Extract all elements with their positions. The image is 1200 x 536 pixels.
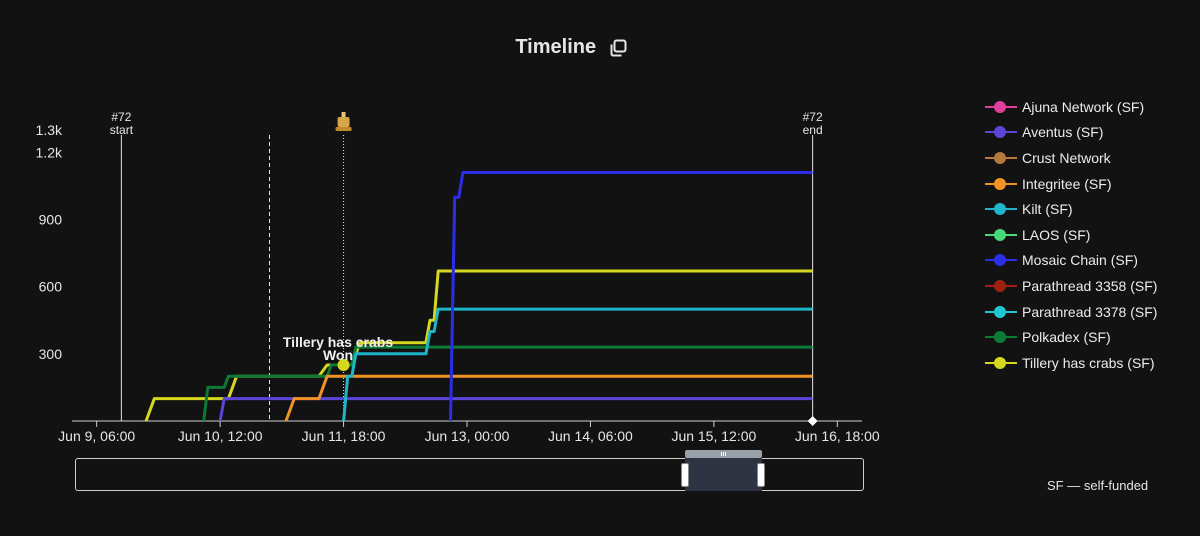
legend-item[interactable]: Tillery has crabs (SF) (985, 350, 1195, 376)
series-line[interactable] (342, 307, 813, 422)
legend-label: Parathread 3358 (SF) (1022, 277, 1158, 294)
legend-marker-icon (985, 150, 1017, 166)
legend-item[interactable]: Ajuna Network (SF) (985, 94, 1195, 120)
legend-marker-icon (985, 252, 1017, 268)
marker-sublabel: end (803, 123, 823, 137)
winner-status: Won (323, 347, 353, 363)
legend-marker-icon (985, 201, 1017, 217)
series-line[interactable] (218, 397, 813, 422)
chart-title: Timeline (0, 36, 1143, 59)
legend-label: Integritee (SF) (1022, 175, 1112, 192)
x-tick-label: Jun 16, 18:00 (795, 428, 880, 444)
y-tick-label: 1.3k (36, 122, 63, 138)
y-tick-label: 1.2k (36, 144, 63, 160)
legend-label: Ajuna Network (SF) (1022, 98, 1145, 115)
legend-item[interactable]: Aventus (SF) (985, 120, 1195, 146)
grip-icon (721, 452, 727, 456)
legend-label: Tillery has crabs (SF) (1022, 354, 1155, 371)
winner-point[interactable] (337, 359, 350, 372)
legend-item[interactable]: Polkadex (SF) (985, 324, 1195, 350)
x-tick-label: Jun 14, 06:00 (548, 428, 633, 444)
legend-marker-icon (985, 124, 1017, 140)
navigator[interactable] (75, 450, 864, 491)
legend-marker-icon (985, 99, 1017, 115)
y-tick-label: 300 (39, 346, 63, 362)
copy-icon[interactable] (608, 38, 628, 58)
legend-marker-icon (985, 227, 1017, 243)
legend-item[interactable]: Parathread 3358 (SF) (985, 273, 1195, 299)
x-tick-label: Jun 13, 00:00 (425, 428, 510, 444)
series-line[interactable] (284, 374, 813, 422)
legend-label: Crust Network (1022, 149, 1111, 166)
x-tick-label: Jun 11, 18:00 (302, 428, 386, 444)
legend-marker-icon (985, 329, 1017, 345)
range-end-point (807, 416, 818, 426)
axes: 300 600 900 1.2k 1.3k Jun 9, 06:00 Jun 10, 12:… (36, 122, 880, 444)
legend-item[interactable]: Integritee (SF) (985, 171, 1195, 197)
legend-item[interactable]: Mosaic Chain (SF) (985, 248, 1195, 274)
navigator-window[interactable] (685, 458, 762, 491)
marker-sublabel: start (110, 123, 134, 137)
y-tick-label: 900 (39, 212, 63, 228)
legend-marker-icon (985, 278, 1017, 294)
legend-marker-icon (985, 304, 1017, 320)
legend-label: Polkadex (SF) (1022, 329, 1111, 346)
footnote: SF — self-funded (1047, 478, 1149, 493)
x-tick-label: Jun 15, 12:00 (671, 428, 756, 444)
navigator-scrollbar[interactable] (685, 450, 762, 458)
legend-item[interactable]: Parathread 3378 (SF) (985, 299, 1195, 325)
legend-label: Mosaic Chain (SF) (1022, 252, 1138, 269)
legend-marker-icon (985, 355, 1017, 371)
legend: Ajuna Network (SF) Aventus (SF) Crust Netw… (985, 94, 1195, 376)
marker-label: #72 (803, 110, 823, 124)
navigator-right-handle[interactable] (757, 463, 765, 487)
series-lines (144, 171, 818, 426)
chart-title-text: Timeline (515, 36, 597, 59)
legend-label: Aventus (SF) (1022, 124, 1104, 141)
legend-item[interactable]: Kilt (SF) (985, 196, 1195, 222)
legend-marker-icon (985, 176, 1017, 192)
marker-label: #72 (111, 110, 131, 124)
legend-label: Parathread 3378 (SF) (1022, 303, 1158, 320)
legend-label: Kilt (SF) (1022, 201, 1073, 218)
legend-item[interactable]: LAOS (SF) (985, 222, 1195, 248)
trophy-icon (335, 112, 352, 131)
legend-item[interactable]: Crust Network (985, 145, 1195, 171)
legend-label: LAOS (SF) (1022, 226, 1091, 243)
x-tick-label: Jun 10, 12:00 (178, 428, 263, 444)
series-line[interactable] (202, 345, 813, 422)
winner-name: Tillery has crabs (283, 334, 393, 350)
series-line[interactable] (449, 171, 813, 422)
y-tick-label: 600 (39, 279, 63, 295)
navigator-left-handle[interactable] (681, 463, 689, 487)
x-tick-label: Jun 9, 06:00 (58, 428, 135, 444)
